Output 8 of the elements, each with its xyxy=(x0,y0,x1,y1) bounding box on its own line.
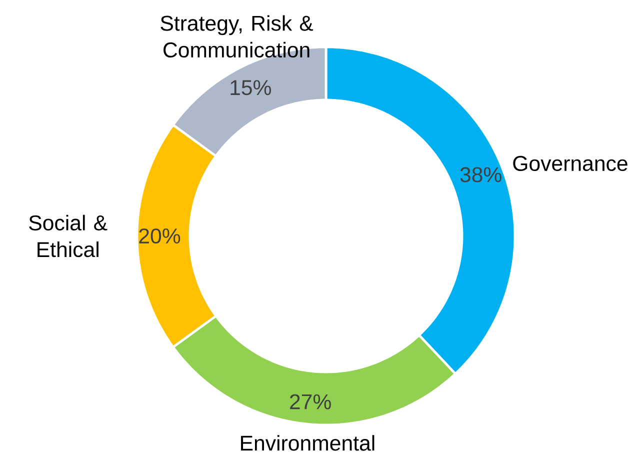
data-label: 38% xyxy=(460,167,502,182)
data-label: 20% xyxy=(139,228,180,244)
data-label: 27% xyxy=(290,394,331,410)
slice-label: Social & Ethical xyxy=(29,214,108,258)
data-label: 15% xyxy=(230,80,272,96)
slice-label: Environmental xyxy=(241,435,374,451)
slice-label: Strategy, Risk & Communication xyxy=(160,15,314,58)
slice-label: Governance xyxy=(513,156,628,172)
